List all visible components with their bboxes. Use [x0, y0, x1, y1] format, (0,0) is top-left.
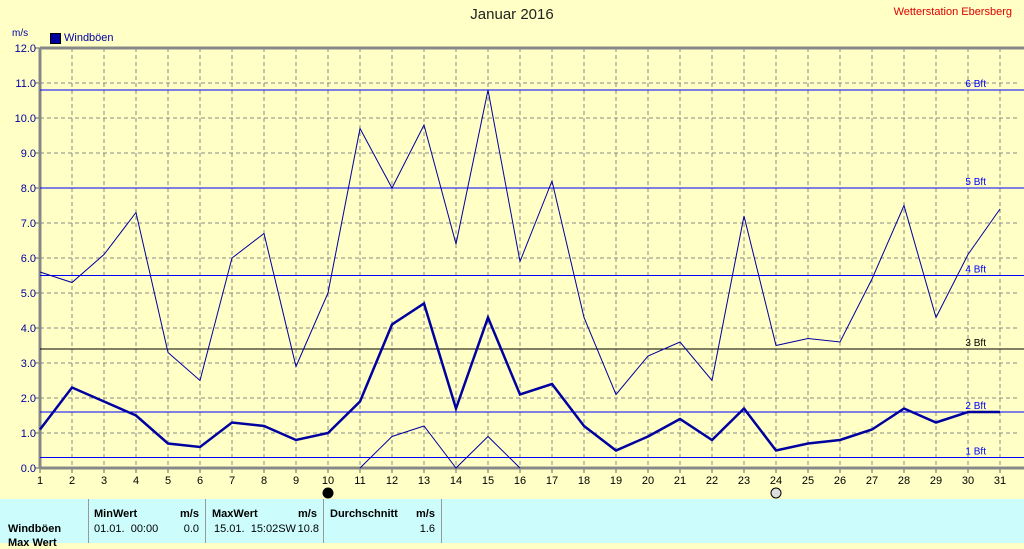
avg-col: Durchschnitt m/s 1.6 [324, 499, 442, 543]
x-tick-label: 18 [578, 475, 590, 487]
x-tick-label: 7 [229, 475, 235, 487]
avg-value: 1.6 [419, 523, 435, 535]
legend: Windböen [50, 32, 114, 44]
x-tick-label: 8 [261, 475, 267, 487]
row-label-col: Windböen Max Wert [0, 499, 89, 549]
x-tick-label: 5 [165, 475, 171, 487]
row-label-2: Max Wert [8, 537, 57, 549]
x-tick-label: 1 [37, 475, 43, 487]
avg-header: Durchschnitt [330, 508, 398, 520]
y-tick-label: 7.0 [21, 218, 36, 230]
min-col: MinWert m/s 01.01. 00:00 0.0 [88, 499, 206, 543]
min-series-line [359, 425, 521, 469]
x-tick-label: 13 [418, 475, 430, 487]
y-tick-label: 12.0 [15, 43, 36, 55]
new-moon-icon [322, 487, 334, 499]
x-tick-label: 19 [610, 475, 622, 487]
x-tick-label: 24 [770, 475, 782, 487]
beaufort-label: 2 Bft [965, 401, 986, 412]
y-tick-label: 6.0 [21, 253, 36, 265]
y-tick-label: 10.0 [15, 113, 36, 125]
x-tick-label: 12 [386, 475, 398, 487]
legend-label: Windböen [64, 32, 114, 44]
legend-swatch [50, 32, 61, 44]
row-label: Windböen [8, 523, 62, 535]
min-header: MinWert [94, 508, 138, 520]
y-axis-unit: m/s [12, 28, 29, 39]
x-tick-label: 10 [322, 475, 334, 487]
x-tick-label: 22 [706, 475, 718, 487]
y-tick-label: 0.0 [21, 463, 36, 475]
y-tick-label: 3.0 [21, 358, 36, 370]
x-tick-label: 25 [802, 475, 814, 487]
x-tick-label: 31 [994, 475, 1006, 487]
x-tick-label: 23 [738, 475, 750, 487]
max-series-line [39, 89, 1001, 396]
x-tick-label: 16 [514, 475, 526, 487]
x-tick-label: 30 [962, 475, 974, 487]
min-value: 0.0 [183, 523, 199, 535]
x-tick-label: 3 [101, 475, 107, 487]
x-tick-label: 15 [482, 475, 494, 487]
x-tick-label: 28 [898, 475, 910, 487]
beaufort-label: 6 Bft [965, 79, 986, 90]
max-col: MaxWert m/s 15.01. 15:02SW 10.8 [206, 499, 324, 543]
x-tick-label: 27 [866, 475, 878, 487]
max-unit: m/s [298, 508, 317, 520]
full-moon-icon [770, 487, 782, 499]
station-name: Wetterstation Ebersberg [893, 6, 1012, 18]
beaufort-label: 4 Bft [965, 265, 986, 276]
beaufort-label: 5 Bft [965, 177, 986, 188]
y-tick-label: 2.0 [21, 393, 36, 405]
min-time: 01.01. 00:00 [94, 523, 159, 535]
avg-series-line [39, 301, 1000, 452]
chart-title: Januar 2016 [470, 6, 554, 23]
y-tick-label: 8.0 [21, 183, 36, 195]
y-tick-label: 11.0 [15, 78, 36, 90]
x-tick-label: 17 [546, 475, 558, 487]
x-tick-label: 2 [69, 475, 75, 487]
avg-unit: m/s [416, 508, 435, 520]
beaufort-label: 3 Bft [965, 338, 986, 349]
x-tick-label: 4 [133, 475, 139, 487]
beaufort-label: 1 Bft [965, 447, 986, 458]
wind-chart: 0.01.02.03.04.05.06.07.08.09.010.011.012… [15, 43, 1024, 499]
max-value: 10.8 [297, 523, 319, 535]
x-tick-label: 14 [450, 475, 462, 487]
x-tick-label: 21 [674, 475, 686, 487]
x-tick-label: 11 [354, 475, 365, 487]
y-tick-label: 9.0 [21, 148, 36, 160]
max-header: MaxWert [212, 508, 258, 520]
min-unit: m/s [180, 508, 199, 520]
y-tick-label: 4.0 [21, 323, 36, 335]
max-time: 15.01. 15:02SW [214, 523, 296, 535]
x-tick-label: 6 [197, 475, 203, 487]
x-tick-label: 29 [930, 475, 942, 487]
x-tick-label: 20 [642, 475, 654, 487]
stats-table: Windböen Max Wert MinWert m/s 01.01. 00:… [0, 499, 1024, 549]
y-tick-label: 5.0 [21, 288, 36, 300]
x-tick-label: 26 [834, 475, 846, 487]
y-tick-label: 1.0 [21, 428, 36, 440]
x-tick-label: 9 [293, 475, 299, 487]
